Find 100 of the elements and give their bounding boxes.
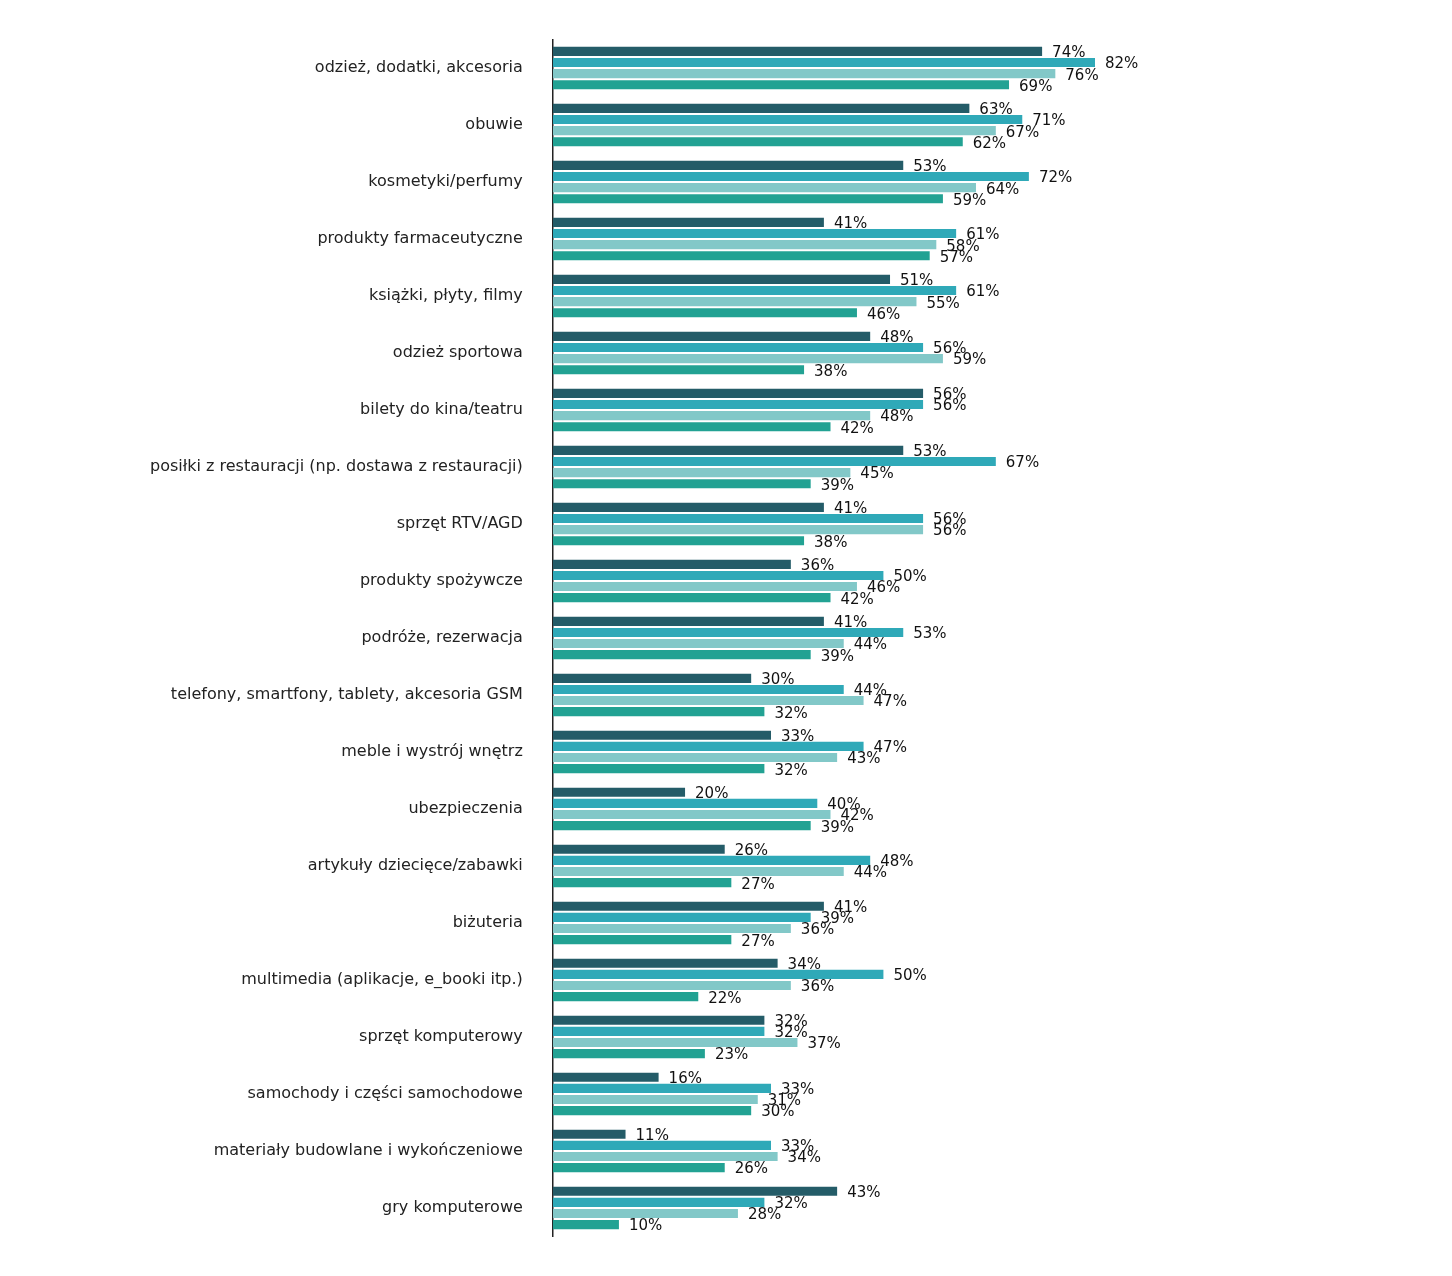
bar [552, 183, 976, 193]
bar [552, 980, 791, 991]
bar [552, 730, 772, 740]
data-label: 39% [820, 475, 855, 494]
data-label: 48% [880, 328, 914, 347]
data-label: 45% [860, 464, 894, 483]
y-tick-label: kosmetyki/perfumy [368, 171, 523, 191]
bar [552, 171, 1029, 182]
data-label: 27% [741, 874, 775, 893]
data-label: 30% [761, 670, 795, 689]
bar [552, 1220, 619, 1230]
data-label: 41% [833, 613, 868, 632]
data-label: 61% [966, 282, 1000, 301]
y-tick-label: posiłki z restauracji (np. dostawa z restauracji) [149, 456, 523, 476]
bar [552, 809, 831, 820]
data-label: 36% [800, 556, 835, 575]
data-label: 38% [814, 361, 848, 380]
data-label: 22% [708, 988, 742, 1007]
y-tick-label: multimedia (aplikacje, e_booki itp.) [241, 969, 523, 990]
data-label: 42% [840, 418, 874, 437]
bar [552, 1026, 765, 1036]
data-label: 16% [668, 1069, 702, 1088]
bar [552, 137, 963, 147]
y-tick-label: książki, płyty, filmy [369, 285, 523, 305]
bar [552, 673, 752, 683]
y-tick-label: odzież, dodatki, akcesoria [314, 57, 523, 77]
data-label: 67% [1005, 453, 1040, 472]
bar [552, 1151, 778, 1162]
y-tick-label: produkty farmaceutyczne [317, 228, 523, 248]
bar [552, 969, 884, 979]
bar [552, 627, 904, 637]
bar [552, 114, 1023, 125]
bar [552, 787, 686, 797]
bar [552, 411, 871, 421]
data-label: 50% [893, 966, 927, 985]
data-label: 48% [880, 407, 914, 426]
bar [552, 525, 924, 535]
bar [552, 536, 805, 546]
bar [552, 274, 891, 284]
bar [552, 1140, 772, 1150]
bar [552, 764, 765, 774]
y-tick-label: sprzęt RTV/AGD [396, 513, 523, 533]
bar [552, 1072, 659, 1082]
data-label: 11% [635, 1126, 669, 1145]
y-tick-label: samochody i części samochodowe [247, 1083, 523, 1103]
bar [552, 639, 844, 649]
data-label: 74% [1052, 43, 1086, 62]
y-tick-label: meble i wystrój wnętrz [341, 741, 523, 761]
bar [552, 57, 1095, 68]
bar [552, 650, 811, 660]
bar [552, 80, 1010, 90]
bar [552, 958, 778, 968]
bar [552, 468, 851, 478]
data-label: 62% [972, 133, 1007, 152]
bar [552, 1083, 772, 1093]
bar [552, 502, 824, 512]
bar [552, 616, 824, 626]
bar [552, 798, 818, 808]
bar [552, 752, 838, 763]
data-label: 26% [734, 841, 769, 860]
bar [552, 513, 924, 524]
y-tick-label: odzież sportowa [392, 342, 523, 362]
bar [552, 866, 844, 877]
data-label: 82% [1105, 54, 1139, 73]
data-label: 32% [774, 703, 808, 722]
bar [552, 217, 824, 227]
data-label: 72% [1038, 168, 1073, 187]
bar [552, 1208, 738, 1219]
bar [552, 194, 943, 204]
bar [552, 297, 917, 307]
data-label: 76% [1065, 65, 1099, 84]
bar [552, 878, 732, 888]
data-label: 43% [847, 1183, 881, 1202]
data-label: 33% [781, 727, 815, 746]
data-label: 41% [833, 499, 868, 518]
bar [552, 684, 844, 694]
bar [552, 103, 970, 113]
data-label: 53% [913, 442, 947, 461]
bar [552, 992, 699, 1002]
data-label: 59% [952, 190, 987, 209]
data-label: 53% [913, 624, 947, 643]
data-label: 53% [913, 157, 947, 176]
data-label: 69% [1019, 76, 1053, 95]
y-tick-label: gry komputerowe [382, 1197, 523, 1217]
bar [552, 1015, 765, 1025]
bar [552, 399, 924, 410]
y-tick-label: produkty spożywcze [359, 570, 523, 590]
data-label: 10% [628, 1216, 663, 1235]
bar [552, 422, 831, 432]
bar [552, 1197, 765, 1207]
data-label: 37% [807, 1034, 841, 1053]
data-label: 46% [866, 304, 901, 323]
bar [552, 388, 924, 398]
bar [552, 479, 811, 489]
bar [552, 912, 811, 922]
bar [552, 844, 725, 854]
y-tick-label: obuwie [465, 114, 523, 134]
bar [552, 1094, 758, 1105]
data-label: 64% [985, 179, 1020, 198]
data-label: 27% [741, 931, 775, 950]
